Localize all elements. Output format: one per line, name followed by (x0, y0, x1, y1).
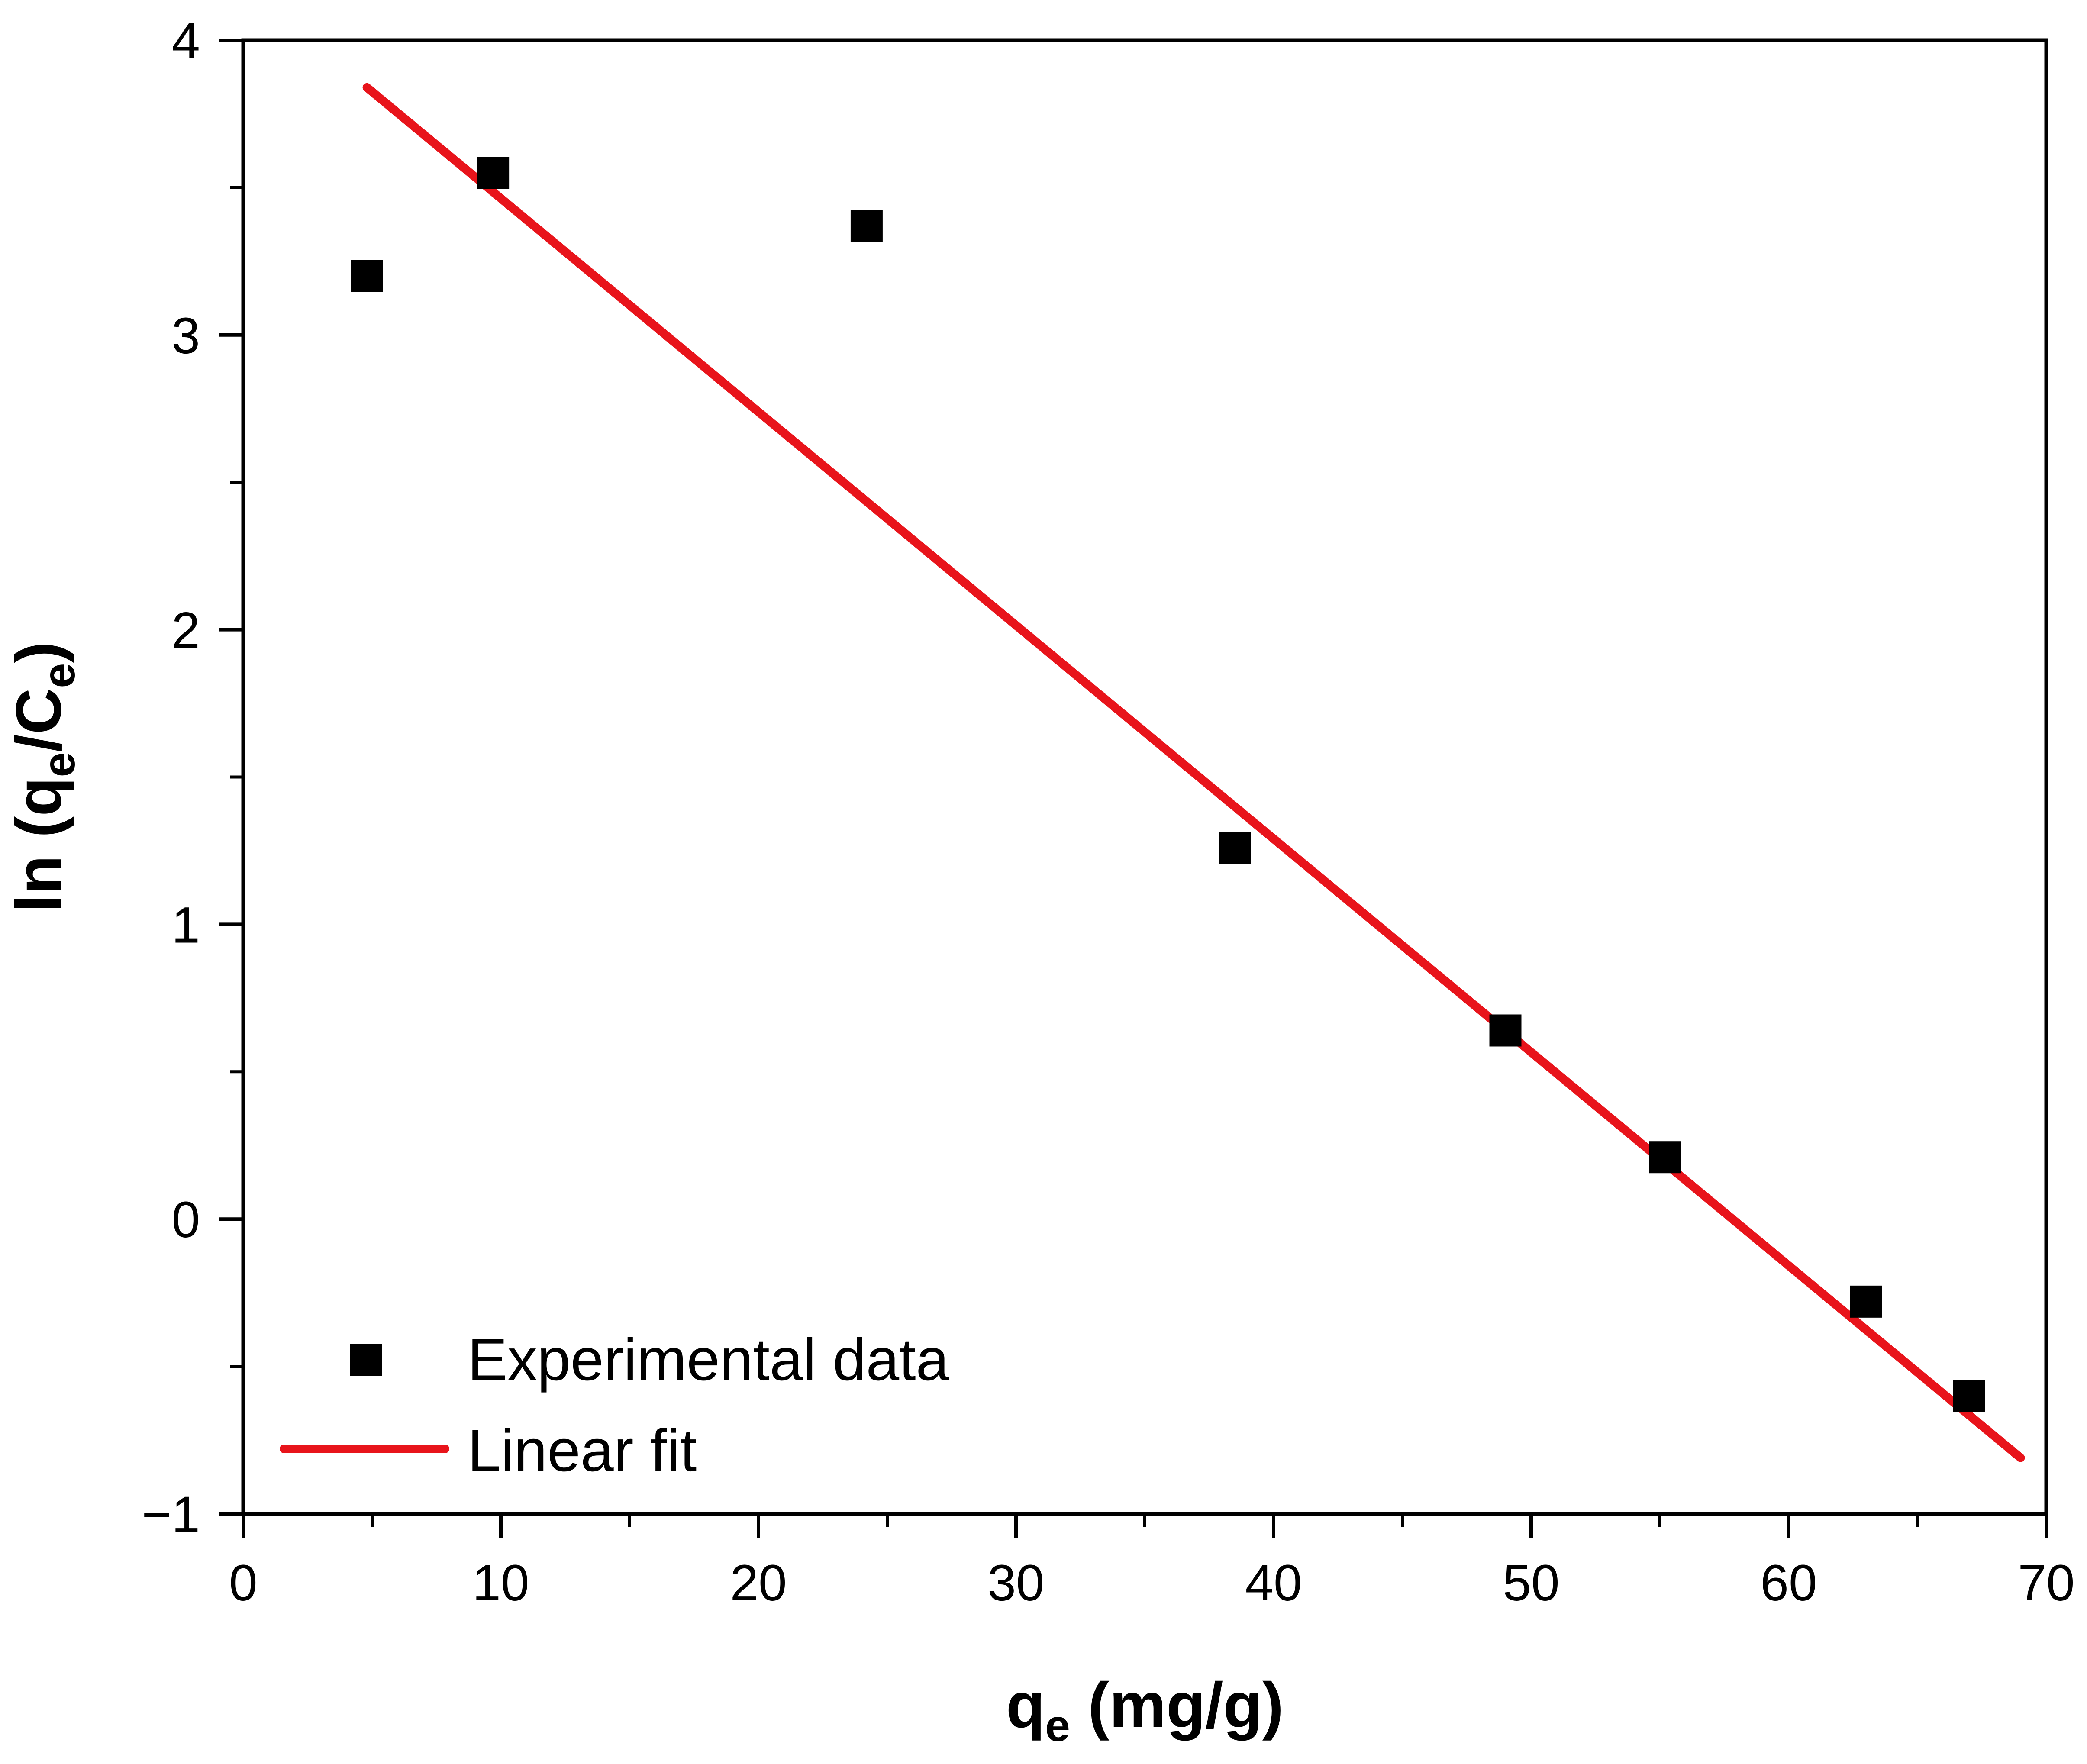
legend: Experimental data Linear fit (280, 1326, 949, 1484)
x-tick-label: 40 (1245, 1554, 1302, 1612)
y-tick-label: 4 (171, 13, 200, 70)
data-point (1953, 1380, 1985, 1412)
linear-fit-line (362, 83, 2025, 1462)
x-tick-label: 0 (229, 1554, 258, 1612)
y-axis-title-sub2: e (34, 663, 84, 688)
plot-area (241, 38, 2048, 1516)
x-axis-title-rest: (mg/g) (1070, 1670, 1284, 1741)
legend-marker-experimental (350, 1344, 382, 1376)
data-point (850, 210, 883, 242)
y-axis-title: ln (qe/Ce) (3, 642, 84, 912)
y-axis-title-prefix: ln (q (3, 777, 74, 912)
legend-label-experimental: Experimental data (468, 1326, 949, 1393)
data-point (477, 157, 510, 189)
y-tick-label: 2 (171, 602, 200, 659)
data-point (351, 260, 383, 292)
y-axis-title-suffix: ) (3, 642, 74, 663)
series-layer (351, 83, 2025, 1462)
x-axis-title: qe (mg/g) (1006, 1670, 1284, 1751)
x-axis: 0 10 20 30 40 50 60 70 (229, 1514, 2075, 1612)
data-point (1850, 1285, 1882, 1318)
y-tick-label: −1 (142, 1486, 200, 1543)
y-tick-label: 0 (171, 1191, 200, 1248)
x-tick-label: 30 (987, 1554, 1044, 1612)
data-point (1489, 1014, 1522, 1047)
x-tick-label: 50 (1503, 1554, 1559, 1612)
x-axis-title-sub: e (1045, 1701, 1070, 1751)
legend-label-fit: Linear fit (468, 1417, 697, 1484)
plot-frame (241, 38, 2048, 1516)
x-axis-title-main: q (1006, 1670, 1045, 1741)
y-tick-label: 3 (171, 307, 200, 364)
x-tick-label: 20 (730, 1554, 787, 1612)
y-axis: −1 0 1 2 3 4 (142, 13, 243, 1543)
x-tick-label: 60 (1760, 1554, 1817, 1612)
x-tick-label: 10 (472, 1554, 529, 1612)
x-tick-label: 70 (2018, 1554, 2074, 1612)
data-point (1219, 832, 1251, 864)
y-axis-title-sub1: e (34, 752, 84, 777)
y-tick-label: 1 (171, 897, 200, 954)
y-axis-title-mid: /C (3, 688, 74, 752)
data-point (1649, 1141, 1681, 1174)
